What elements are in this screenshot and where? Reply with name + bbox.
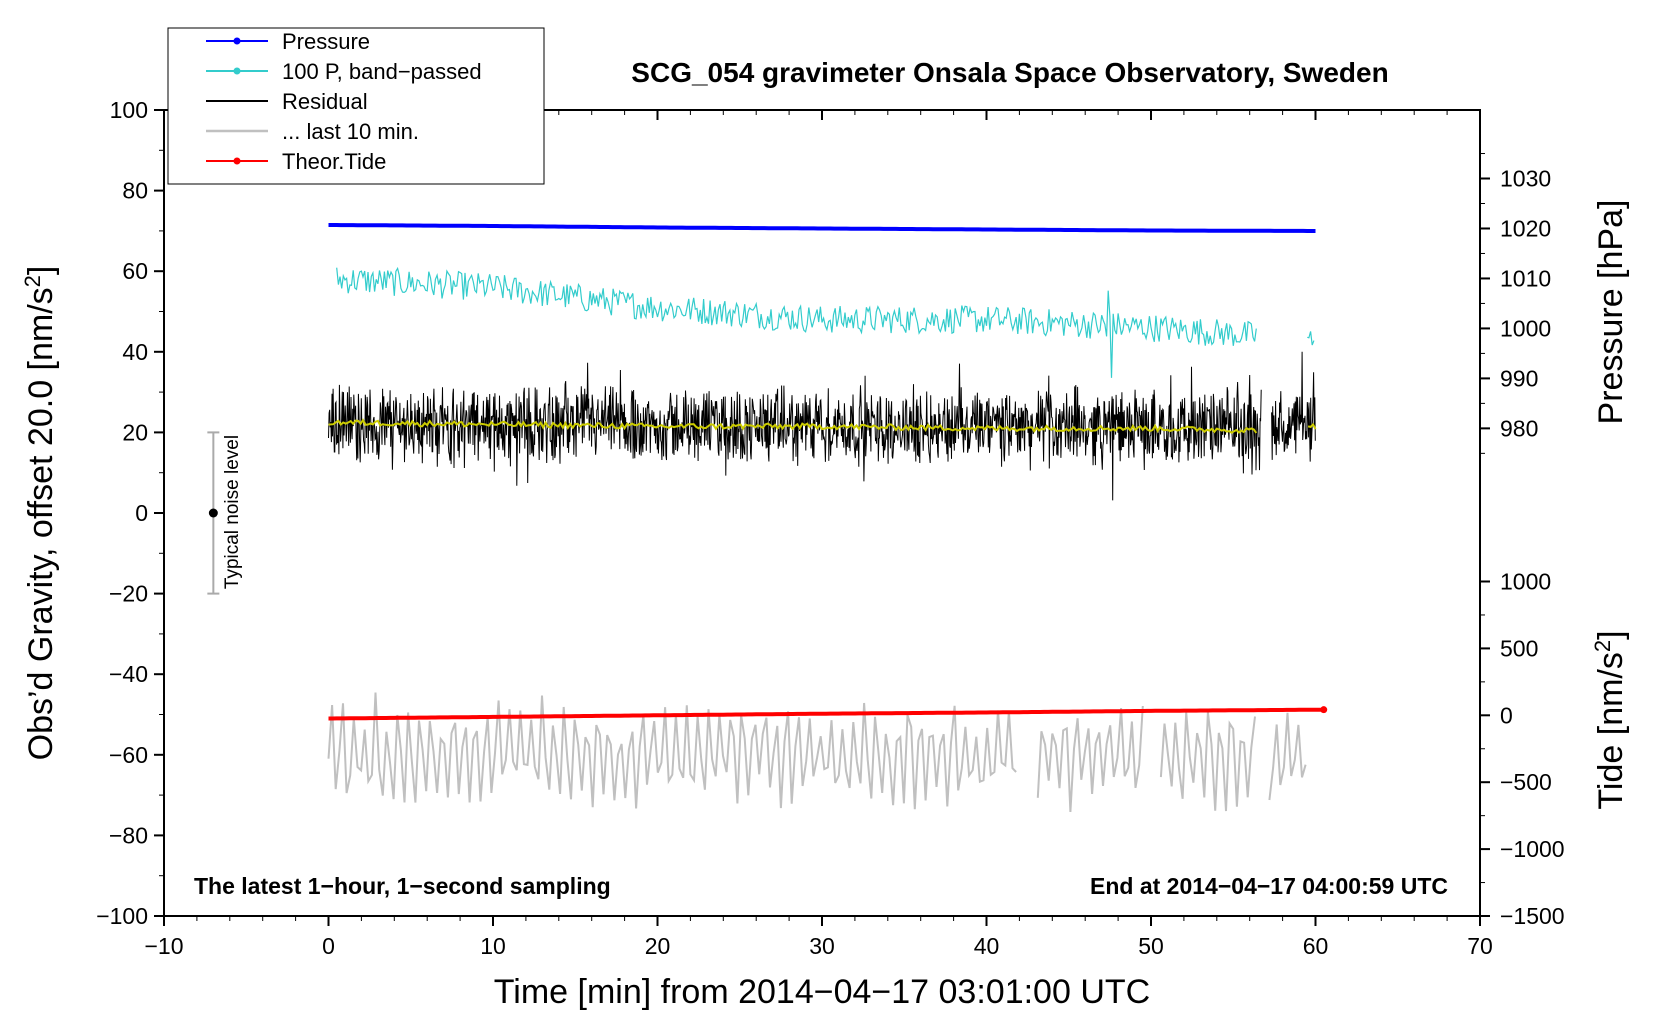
axes-ticks: −10 0 10 20 30 40 50 60 70−100−80−60−40−20020406… [96,97,1564,959]
x-tick-label: 60 [1303,933,1329,959]
tide-tick-label: 0 [1500,702,1513,728]
series-last-10-min [327,692,1307,813]
tide-tick-label: −1000 [1500,836,1565,862]
legend-box [167,27,545,185]
x-tick-label: 10 [480,933,506,959]
pressure-tick-label: 1010 [1500,265,1551,291]
theor-tide-end-marker [1320,706,1328,714]
y-tick-label: 0 [135,500,148,526]
y-tick-label: 100 [110,97,148,123]
tide-axis-label-tail: ] [1592,630,1630,639]
tide-axis-label-main: Tide [nm/s [1592,652,1630,809]
x-tick-label: 20 [645,933,671,959]
legend-marker-band-passed [233,67,241,75]
y-tick-label: −40 [109,661,148,687]
series-theor-tide [328,707,1324,721]
x-tick-label: 40 [974,933,1000,959]
legend-entry-pressure: Pressure [206,29,370,54]
y-tick-label: 20 [122,419,148,445]
x-tick-label: 50 [1138,933,1164,959]
y-tick-label: −100 [96,903,148,929]
tide-axis-label-sup: 2 [1590,640,1615,652]
tide-tick-label: −500 [1500,769,1552,795]
end-time-note: End at 2014−04−17 04:00:59 UTC [1090,873,1448,899]
y-axis-label: Obs’d Gravity, offset 20.0 [nm/s2] [20,266,60,761]
legend-entry-theor-tide: Theor.Tide [206,149,386,174]
chart-title: SCG_054 gravimeter Onsala Space Observat… [631,57,1388,88]
y-tick-label: −60 [109,742,148,768]
tide-tick-label: −1500 [1500,903,1565,929]
legend-label-pressure: Pressure [282,29,370,54]
sampling-note: The latest 1−hour, 1−second sampling [194,873,611,899]
tide-tick-label: 500 [1500,635,1538,661]
y-axis-label-tail: ] [22,266,60,275]
pressure-tick-label: 1020 [1500,215,1551,241]
y-tick-label: −20 [109,581,148,607]
legend-label-band-passed: 100 P, band−passed [282,59,482,84]
pressure-tick-label: 990 [1500,365,1538,391]
y-tick-label: −80 [109,822,148,848]
series-residual [328,351,1316,501]
y-tick-label: 80 [122,178,148,204]
series-band-passed [336,266,1315,378]
x-axis-label: Time [min] from 2014−04−17 03:01:00 UTC [494,973,1150,1011]
legend-entry-band-passed: 100 P, band−passed [206,59,482,84]
legend-entry-last-10-min: ... last 10 min. [206,119,419,144]
noise-level-label: Typical noise level [222,435,243,589]
legend-marker-pressure [233,37,241,45]
legend-label-theor-tide: Theor.Tide [282,149,386,174]
x-tick-label: 0 [322,933,335,959]
series-residual-smoothed [328,418,1317,434]
legend-label-last-10-min: ... last 10 min. [282,119,419,144]
tide-tick-label: 1000 [1500,569,1551,595]
data-series [207,223,1328,813]
pressure-tick-label: 980 [1500,415,1538,441]
x-tick-label: −10 [144,933,183,959]
noise-level-center-dot [208,508,218,518]
series-pressure [328,223,1316,233]
legend-entry-residual: Residual [206,89,368,114]
pressure-axis-label: Pressure [hPa] [1592,200,1630,425]
x-tick-label: 70 [1467,933,1493,959]
y-axis-label-sup: 2 [20,275,45,287]
pressure-tick-label: 1030 [1500,166,1551,192]
y-tick-label: 40 [122,339,148,365]
legend: Pressure 100 P, band−passed Residual ...… [167,27,545,185]
y-axis-label-main: Obs’d Gravity, offset 20.0 [nm/s [22,287,60,760]
legend-marker-theor-tide [233,157,241,165]
tide-axis-label: Tide [nm/s2] [1590,630,1630,809]
y-tick-label: 60 [122,258,148,284]
x-tick-label: 30 [809,933,835,959]
legend-label-residual: Residual [282,89,368,114]
pressure-tick-label: 1000 [1500,315,1551,341]
